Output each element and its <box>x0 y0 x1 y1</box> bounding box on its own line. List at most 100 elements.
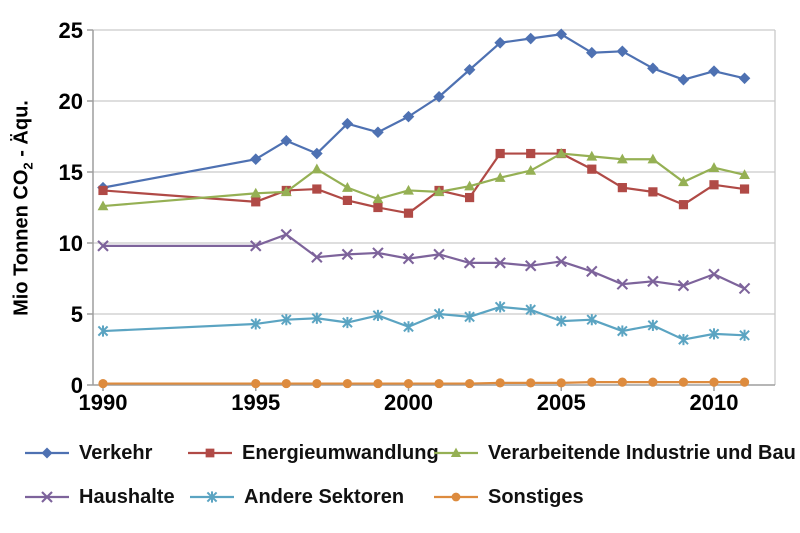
asterisk-marker <box>678 333 689 346</box>
circle-marker <box>465 378 475 389</box>
square-marker <box>617 183 627 193</box>
legend-label: Haushalte <box>79 485 175 508</box>
triangle-marker <box>250 187 262 198</box>
triangle-marker <box>555 147 567 158</box>
asterisk-marker <box>97 325 109 337</box>
legend-label: Verkehr <box>79 441 153 464</box>
triangle-marker <box>280 186 292 197</box>
series-markers-0 <box>97 28 751 194</box>
x-marker <box>280 228 293 241</box>
x-marker <box>524 259 537 272</box>
legend-label: Verarbeitende Industrie und Bau <box>488 441 796 464</box>
asterisk-marker <box>250 318 262 330</box>
circle-marker <box>251 378 261 389</box>
circle-legend-marker-icon <box>434 492 478 502</box>
square-marker <box>526 148 536 159</box>
asterisk-marker <box>372 309 384 322</box>
asterisk-marker <box>647 319 659 331</box>
circle-marker <box>556 378 566 388</box>
circle-marker <box>617 377 627 387</box>
diamond-marker <box>647 62 659 75</box>
circle-marker <box>434 378 444 389</box>
series-line-0 <box>102 33 745 189</box>
x-marker <box>250 240 262 252</box>
triangle-marker <box>494 172 506 182</box>
diamond-marker <box>738 72 751 85</box>
legend-label: Energieumwandlung <box>242 441 439 464</box>
co2-subscript: 2 <box>20 162 36 170</box>
asterisk-marker <box>403 321 414 333</box>
x-tick-label-2005: 2005 <box>537 390 586 415</box>
line-chart-canvas: 0 5 10 15 20 25 1990 1995 2000 2005 2010 <box>59 18 776 415</box>
x-marker <box>311 251 323 263</box>
triangle-marker <box>403 184 414 195</box>
series-markers-4 <box>97 301 750 346</box>
square-marker <box>98 185 108 196</box>
x-marker <box>586 265 598 278</box>
circle-marker <box>526 378 536 388</box>
series-markers-2 <box>97 147 750 211</box>
triangle-marker <box>616 153 628 164</box>
x-marker <box>647 275 659 288</box>
x-tick-label-1990: 1990 <box>79 390 128 415</box>
x-tick-label-2000: 2000 <box>384 390 433 415</box>
diamond-marker <box>280 134 293 147</box>
y-tick-label-20: 20 <box>59 89 83 114</box>
asterisk-legend-marker-icon <box>190 491 234 503</box>
square-marker <box>373 202 383 213</box>
series-line-5 <box>103 381 745 385</box>
legend-label: Andere Sektoren <box>244 485 405 508</box>
asterisk-marker <box>555 315 567 327</box>
triangle-marker <box>311 163 323 174</box>
triangle-marker <box>647 153 659 164</box>
circle-marker <box>312 378 322 389</box>
legend-item-andere-sektoren: Andere Sektoren <box>189 484 404 510</box>
y-tick-label-5: 5 <box>71 302 83 327</box>
square-marker <box>648 187 658 197</box>
diamond-marker <box>677 73 690 86</box>
square-marker <box>495 148 505 159</box>
x-marker <box>341 248 354 261</box>
asterisk-marker <box>494 301 506 313</box>
legend-item-haushalte: Haushalte <box>24 484 175 510</box>
square-marker <box>587 164 597 174</box>
asterisk-marker <box>464 311 475 323</box>
y-tick-label-15: 15 <box>59 160 83 185</box>
circle-marker <box>342 378 352 389</box>
y-axis-title: Mio Tonnen CO2 - Äqu. <box>10 100 36 316</box>
diamond-marker <box>372 126 384 139</box>
x-marker <box>372 247 384 259</box>
legend-item-energieumwandlung: Energieumwandlung <box>187 440 439 466</box>
triangle-marker <box>739 169 750 180</box>
x-tick-label-2010: 2010 <box>690 390 739 415</box>
square-marker <box>205 448 215 458</box>
square-marker <box>403 208 414 218</box>
circle-marker <box>587 377 597 387</box>
diamond-legend-marker-icon <box>25 447 69 459</box>
x-marker <box>402 252 415 265</box>
square-legend-marker-icon <box>188 448 232 458</box>
x-tick-label-1995: 1995 <box>231 390 280 415</box>
triangle-marker <box>372 193 384 204</box>
diamond-marker <box>402 110 415 123</box>
square-marker <box>678 200 689 210</box>
square-marker <box>465 192 475 203</box>
asterisk-marker <box>280 314 292 326</box>
x-marker <box>494 257 506 269</box>
diamond-marker <box>249 153 262 166</box>
diamond-marker <box>311 147 323 160</box>
series-markers-5 <box>98 377 750 389</box>
square-marker <box>709 180 719 190</box>
square-marker <box>342 195 352 205</box>
diamond-marker <box>555 28 568 41</box>
circle-marker <box>98 378 108 389</box>
y-tick-label-10: 10 <box>59 231 83 256</box>
x-marker <box>616 278 629 290</box>
triangle-marker <box>97 200 109 211</box>
diamond-marker <box>708 65 720 77</box>
x-marker <box>41 491 53 503</box>
asterisk-marker <box>617 325 628 337</box>
asterisk-marker <box>342 316 353 329</box>
legend-item-verarbeitende-industrie-und-bau: Verarbeitende Industrie und Bau <box>433 440 796 466</box>
